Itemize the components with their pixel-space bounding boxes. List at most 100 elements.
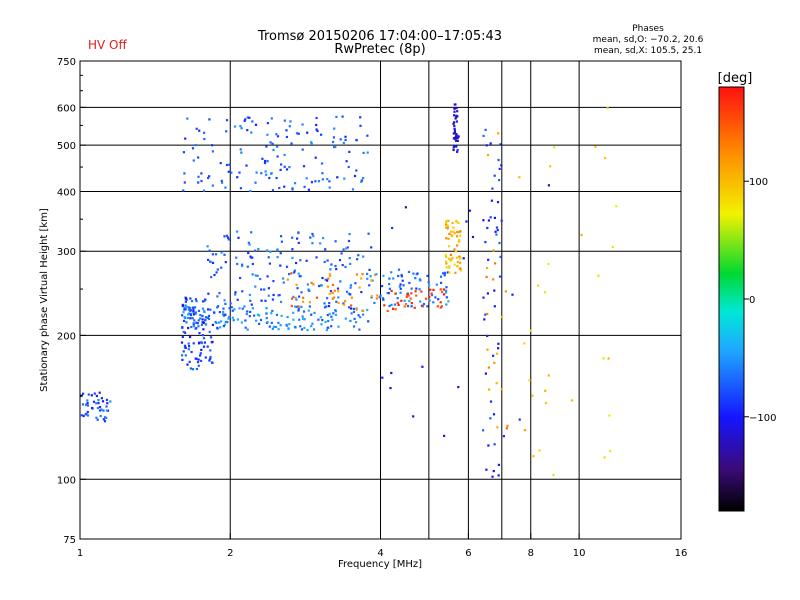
data-point [105, 409, 109, 412]
data-point [456, 110, 459, 113]
data-point [271, 189, 275, 192]
data-point [451, 221, 454, 225]
data-point [301, 148, 304, 151]
data-point [241, 307, 244, 310]
data-point [357, 314, 360, 317]
data-point [189, 335, 192, 339]
data-point [462, 257, 465, 260]
data-point [449, 259, 452, 262]
data-point [98, 391, 101, 394]
data-point [370, 246, 373, 249]
data-point [459, 257, 462, 260]
data-point [225, 130, 228, 133]
data-point [232, 319, 235, 322]
data-point [414, 277, 417, 280]
data-point [194, 144, 197, 147]
data-point [265, 145, 268, 148]
data-point [250, 131, 253, 134]
data-point [289, 120, 292, 123]
data-point [457, 135, 460, 138]
data-point [468, 209, 471, 212]
data-point [311, 322, 314, 325]
data-point [604, 157, 607, 160]
data-point [258, 314, 261, 317]
data-point [446, 227, 449, 230]
data-point [285, 324, 288, 327]
data-point [443, 274, 446, 277]
data-point [294, 296, 297, 300]
data-point [523, 429, 527, 432]
data-point [208, 359, 211, 362]
data-point [388, 287, 391, 290]
data-point [298, 318, 301, 321]
data-point [320, 284, 323, 287]
data-point [192, 159, 195, 162]
data-point [190, 350, 193, 354]
data-point [351, 188, 355, 191]
data-point [279, 264, 282, 267]
data-point [239, 187, 242, 190]
data-point [100, 408, 103, 411]
data-point [320, 323, 323, 326]
data-point [222, 310, 225, 313]
data-point [86, 414, 90, 417]
data-point [344, 135, 347, 138]
data-point [296, 237, 299, 240]
data-point [382, 298, 385, 301]
data-point [224, 302, 227, 305]
data-point [291, 256, 294, 259]
data-point [302, 317, 305, 320]
data-point [189, 314, 193, 317]
data-point [410, 305, 413, 308]
data-point [264, 159, 267, 163]
data-point [445, 266, 448, 269]
data-point [343, 303, 346, 306]
data-point [456, 149, 459, 152]
data-point [312, 283, 315, 286]
data-point [451, 234, 454, 238]
data-point [391, 226, 394, 230]
data-point [219, 162, 222, 165]
data-point [288, 273, 291, 276]
data-point [344, 138, 347, 142]
data-point [492, 354, 495, 357]
data-point [547, 262, 550, 266]
data-point [457, 221, 460, 224]
data-point [410, 292, 413, 295]
data-point [192, 322, 195, 325]
data-point [371, 279, 374, 282]
data-point [544, 389, 547, 392]
data-point [523, 342, 526, 345]
data-point [412, 415, 415, 418]
data-point [338, 259, 342, 262]
data-point [202, 345, 206, 348]
data-point [320, 162, 324, 165]
data-point [86, 399, 89, 402]
data-point [182, 151, 185, 154]
data-point [396, 301, 399, 304]
data-point [367, 320, 370, 323]
data-point [337, 290, 340, 293]
data-point [429, 288, 432, 291]
data-point [276, 256, 279, 259]
data-point [447, 237, 450, 240]
data-point [185, 321, 188, 324]
data-point [206, 345, 209, 348]
data-point [310, 181, 313, 184]
data-point [223, 253, 226, 256]
data-point [361, 273, 364, 276]
data-point [594, 145, 597, 148]
data-point [398, 285, 401, 288]
data-point [209, 336, 213, 339]
data-point [182, 319, 186, 322]
data-point [201, 321, 204, 324]
data-point [105, 416, 108, 419]
data-point [597, 274, 600, 277]
data-point [101, 400, 105, 403]
data-point [191, 368, 195, 371]
data-point [324, 278, 327, 281]
data-point [344, 265, 347, 268]
data-point [291, 188, 294, 191]
data-point [254, 274, 257, 277]
data-point [448, 266, 451, 269]
